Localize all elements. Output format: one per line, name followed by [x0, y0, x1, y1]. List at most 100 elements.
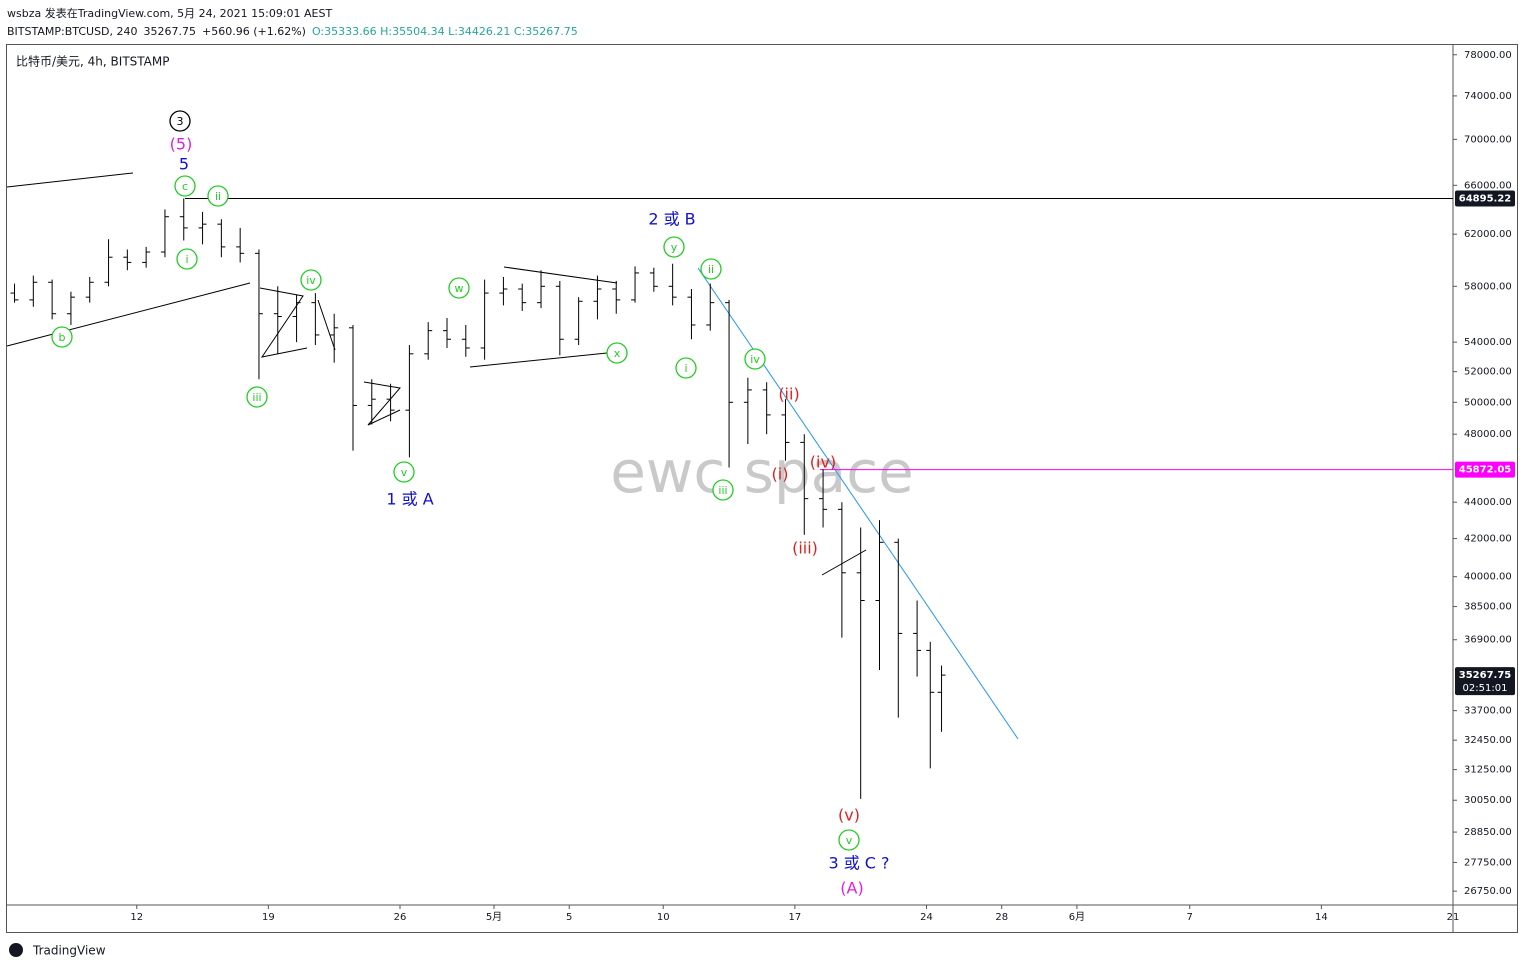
price-tag [1455, 461, 1515, 478]
y-tick-label: 78000.00 [1464, 50, 1512, 61]
ohlc-bar [198, 211, 207, 245]
wave-label: (iii) [792, 539, 818, 558]
y-tick-label: 33700.00 [1464, 706, 1512, 717]
wave-label: ii [708, 263, 714, 276]
footer-logo: TradingView [9, 943, 106, 958]
header-field: O:35333.66 H:35504.34 L:34426.21 C:35267… [312, 25, 578, 38]
wave-label: (v) [838, 806, 860, 825]
wave-label: i [684, 362, 687, 375]
y-tick-label: 42000.00 [1464, 534, 1512, 545]
wave-label: (5) [170, 135, 193, 154]
wave-label: 3 [177, 115, 184, 128]
trend-line [821, 549, 867, 576]
ohlc-bar [937, 665, 946, 732]
header-field: BITSTAMP:BTCUSD, 240 [7, 25, 138, 38]
ohlc-bar [555, 280, 564, 356]
annotation-circle [675, 357, 697, 379]
ohlc-bar [10, 283, 19, 303]
header-symbol: BITSTAMP:BTCUSD, 240 35267.75 +560.96 (+1.… [7, 25, 578, 38]
ohlc-bar [725, 299, 734, 468]
ohlc-bar [649, 267, 658, 292]
wave-label: (A) [840, 879, 863, 898]
wave-label: c [182, 180, 188, 193]
wave-label: iii [718, 484, 727, 497]
frame [6, 44, 1518, 933]
annotation-circle [744, 348, 766, 370]
last-price-tag [1455, 667, 1515, 696]
ohlc-bar [461, 324, 470, 357]
logo-icon [9, 943, 23, 957]
ohlc-bar [367, 379, 376, 425]
ohlc-bar [894, 538, 903, 718]
chart-title: 比特币/美元, 4h, BITSTAMP [16, 54, 169, 69]
annotation-circle [207, 185, 229, 207]
annotation-circle [712, 479, 734, 501]
ohlc-bar [574, 297, 583, 346]
x-tick-label: 12 [130, 912, 143, 923]
x-tick-label: 14 [1315, 912, 1328, 923]
ohlc-bar [800, 434, 809, 535]
x-tick-label: 6月 [1069, 911, 1085, 923]
y-tick-label: 28850.00 [1464, 827, 1512, 838]
trend-line [697, 267, 1019, 740]
ohlc-bar [612, 280, 621, 314]
ohlc-bar [762, 382, 771, 435]
y-tick-label: 40000.00 [1464, 572, 1512, 583]
price-tag [1455, 190, 1515, 207]
y-tick-label: 30050.00 [1464, 795, 1512, 806]
ohlc-bar [254, 249, 263, 380]
annotation-circle [663, 236, 685, 258]
wave-label: iii [252, 391, 261, 404]
x-tick-label: 5 [566, 912, 572, 923]
ohlc-bar [424, 322, 433, 360]
wave-label: v [401, 466, 408, 479]
y-tick-label: 26750.00 [1464, 886, 1512, 897]
ohlc-bar [348, 324, 357, 451]
ohlc-bar [743, 377, 752, 445]
x-tick-label: 26 [394, 912, 407, 923]
annotation-circle [169, 110, 191, 132]
wave-label: 5 [179, 155, 189, 174]
x-tick-label: 5月 [486, 911, 502, 923]
annotation-circle [174, 175, 196, 197]
y-tick-label: 36900.00 [1464, 635, 1512, 646]
annotation-circle [176, 248, 198, 270]
ohlc-bar [66, 291, 75, 325]
ohlc-bar [480, 279, 489, 360]
x-tick-label: 19 [262, 912, 275, 923]
drawings [6, 172, 1019, 740]
wave-label: y [671, 241, 678, 254]
annotation-circle [448, 277, 470, 299]
price-tag-label: 64895.22 [1459, 194, 1512, 205]
ohlc-bar [330, 313, 339, 363]
triangle [259, 287, 308, 358]
trend-line [317, 299, 336, 351]
ohlc-bar [926, 641, 935, 769]
y-tick-label: 32450.00 [1464, 735, 1512, 746]
y-tick-label: 48000.00 [1464, 429, 1512, 440]
y-tick-label: 50000.00 [1464, 397, 1512, 408]
ohlc-bar [273, 286, 282, 354]
x-tick-label: 28 [995, 912, 1008, 923]
y-tick-label: 52000.00 [1464, 367, 1512, 378]
wave-label: w [455, 282, 464, 295]
ohlc-bar [781, 399, 790, 461]
ohlc-bar [631, 266, 640, 303]
ohlc-bar [499, 276, 508, 306]
y-tick-label: 66000.00 [1464, 180, 1512, 191]
wave-label: v [846, 834, 853, 847]
wave-label: ii [215, 190, 221, 203]
y-tick-label: 62000.00 [1464, 229, 1512, 240]
annotation-circle [700, 258, 722, 280]
wave-label: iv [750, 353, 760, 366]
annotation-circle [300, 269, 322, 291]
header-field: +560.96 (+1.62%) [202, 25, 306, 38]
y-tick-label: 27750.00 [1464, 857, 1512, 868]
footer-brand: TradingView [32, 944, 106, 958]
trend-line [6, 172, 134, 188]
y-tick-label: 54000.00 [1464, 337, 1512, 348]
ohlc-bar [875, 520, 884, 670]
wave-label: (iv) [810, 453, 836, 472]
